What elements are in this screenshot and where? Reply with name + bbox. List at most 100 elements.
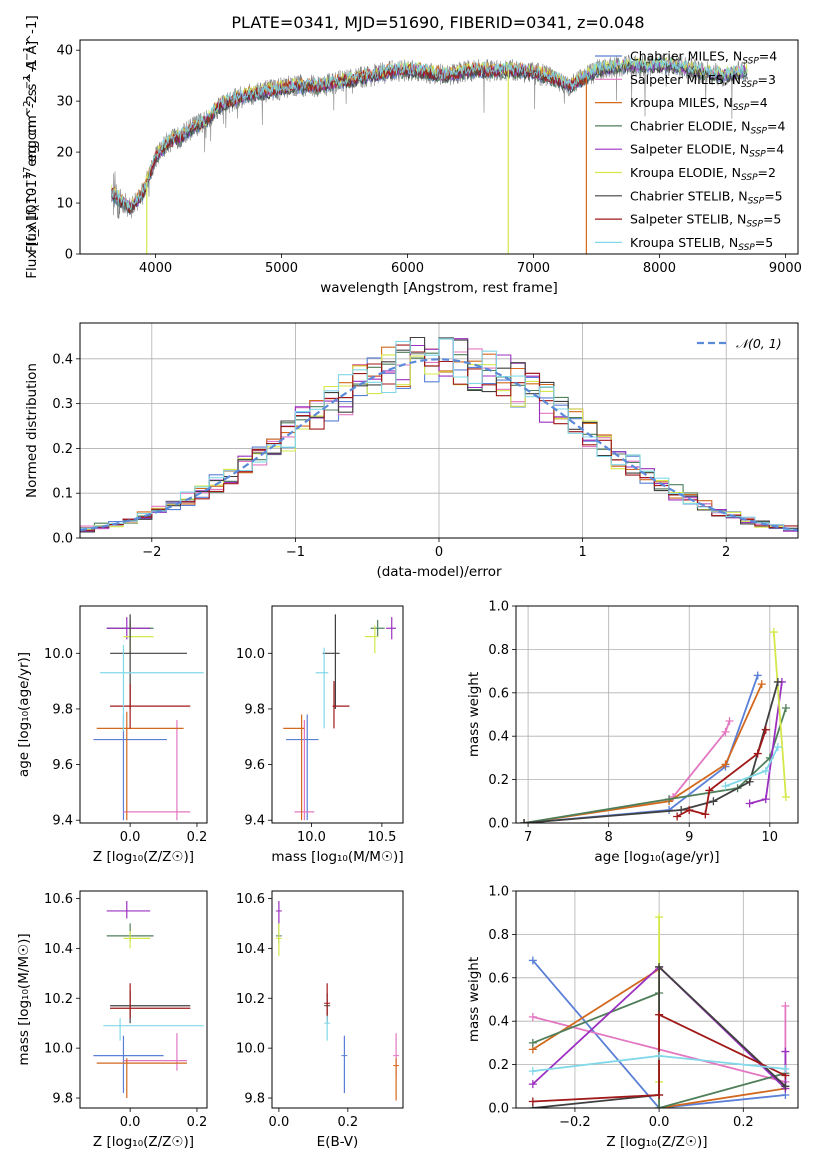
point-marker	[721, 727, 730, 736]
point-marker	[528, 1080, 537, 1089]
point-salpeter-stelib	[332, 681, 350, 729]
y-tick-label: 9.8	[244, 1092, 265, 1107]
x-tick-label: 0	[435, 545, 443, 560]
x-tick-label: 10.0	[297, 830, 326, 845]
y-tick-label: 0.3	[52, 397, 73, 412]
point-salpeter-stelib	[324, 983, 331, 1019]
errorbar-points	[275, 900, 400, 1101]
point-marker	[528, 1097, 537, 1106]
x-tick-label: 0.0	[649, 1115, 670, 1130]
y-tick-label: 10.6	[44, 892, 73, 907]
point-marker	[520, 819, 529, 823]
point-kroupa-miles	[96, 711, 184, 821]
point-marker	[773, 677, 782, 686]
spectrum-legend: Chabrier MILES, NSSP=4 Salpeter MILES, NS…	[595, 49, 785, 253]
x-axis-label: wavelength [Angstrom, rest frame]	[320, 280, 558, 296]
point-marker	[761, 795, 770, 804]
point-marker	[655, 1104, 664, 1108]
mass-weight-vs-metallicity-panel: −0.2 0.0 0.2 0.0 0.2 0.4 0.6 0.8 1.0 Z [log₁₀(Z/Z…	[466, 885, 799, 1150]
y-tick-label: 9.6	[244, 758, 265, 773]
y-axis-label: Normed distribution	[24, 363, 40, 498]
point-marker	[655, 962, 664, 971]
mass-vs-extinction-panel: 0.0 0.2 9.8 10.0 10.2 10.4 10.6 E(B-V)	[236, 890, 404, 1150]
y-axis-label: age [log₁₀(age/yr)]	[16, 652, 32, 777]
point-marker	[745, 777, 754, 786]
point-marker	[701, 810, 710, 819]
point-chabrier-stelib	[322, 614, 340, 709]
point-marker	[745, 799, 754, 808]
y-axis-label: mass weight	[466, 957, 482, 1042]
point-kroupa-miles	[283, 714, 305, 821]
point-marker	[757, 680, 766, 689]
point-marker	[773, 743, 782, 752]
point-marker	[781, 1064, 790, 1073]
point-marker	[655, 1090, 664, 1099]
point-marker	[673, 812, 682, 821]
point-marker	[721, 782, 730, 791]
point-salpeter-miles	[123, 720, 191, 821]
x-tick-label: 7	[524, 830, 532, 845]
y-tick-label: 9.6	[52, 758, 73, 773]
point-marker	[769, 628, 778, 637]
x-tick-label: 8	[605, 830, 613, 845]
legend-entry: Kroupa ELODIE, NSSP=2	[630, 165, 776, 183]
y-tick-label: 0.8	[488, 643, 509, 658]
x-axis-label: Z [log₁₀(Z/Z☉)]	[606, 1134, 707, 1150]
point-marker	[753, 749, 762, 758]
y-tick-label: 0.2	[488, 773, 509, 788]
x-tick-label: 9000	[769, 261, 802, 276]
y-tick-label: 10	[56, 197, 73, 212]
series-kroupa-stelib	[528, 1051, 790, 1076]
point-marker	[665, 795, 674, 804]
point-chabrier-elodie	[370, 619, 385, 637]
y-axis-label: mass [log₁₀(M/M☉)]	[16, 933, 32, 1065]
x-axis-label: Z [log₁₀(Z/Z☉)]	[93, 1134, 194, 1150]
y-tick-label: 30	[56, 95, 73, 110]
y-tick-label: 10.0	[44, 647, 73, 662]
point-marker	[528, 956, 537, 965]
weight-lines	[528, 913, 790, 1108]
spectrum-panel: 4000 5000 6000 7000 8000 9000 0 10 20 30 40 wavelen…	[22, 15, 802, 296]
legend-entry: Salpeter ELODIE, NSSP=4	[630, 142, 784, 160]
x-axis-label: mass [log₁₀(M/M☉)]	[271, 849, 403, 865]
y-axis-label: Flux [fλ10−17 erg cm−2 s−1 A−1]	[22, 41, 42, 253]
mass-vs-metallicity-panel: 0.0 0.2 9.8 10.0 10.2 10.4 10.6 Z [log₁₀(Z/Z☉)]…	[16, 890, 208, 1150]
y-tick-label: 0.0	[488, 1102, 509, 1117]
point-marker	[677, 805, 686, 814]
histogram-step-5	[80, 354, 798, 530]
y-tick-label: 9.4	[244, 814, 265, 829]
point-kroupa-miles	[96, 1058, 187, 1099]
legend-entry: Chabrier ELODIE, NSSP=4	[630, 118, 785, 136]
x-tick-label: 10.5	[367, 830, 396, 845]
point-kroupa-stelib	[324, 1015, 331, 1041]
x-tick-label: 10	[762, 830, 779, 845]
point-marker	[528, 1012, 537, 1021]
y-tick-label: 40	[56, 44, 73, 59]
x-tick-label: 9	[685, 830, 693, 845]
point-kroupa-elodie	[123, 930, 151, 949]
y-tick-label: 10.2	[236, 992, 265, 1007]
age-vs-mass-panel: 10.0 10.5 9.4 9.6 9.8 10.0 mass [log₁₀(M/M☉)]	[236, 605, 404, 865]
y-tick-label: 10.4	[44, 942, 73, 957]
point-marker	[725, 717, 734, 726]
point-salpeter-miles	[294, 720, 315, 821]
plot-frame	[271, 890, 404, 1109]
weight-lines	[520, 628, 790, 823]
x-tick-label: 0.2	[733, 1115, 754, 1130]
y-tick-label: 0.1	[52, 487, 73, 502]
legend-entry: 𝒩(0, 1)	[736, 336, 782, 351]
y-tick-label: 0	[65, 248, 73, 263]
point-chabrier-miles	[93, 1035, 164, 1094]
point-marker	[655, 1051, 664, 1060]
x-tick-label: 0.2	[187, 1115, 208, 1130]
y-tick-label: 10.6	[236, 892, 265, 907]
point-marker	[781, 1047, 790, 1056]
model-line-8	[111, 57, 748, 211]
point-marker	[709, 797, 718, 806]
figure-title: PLATE=0341, MJD=51690, FIBERID=0341, z=0…	[231, 13, 644, 32]
point-marker	[761, 725, 770, 734]
legend-entry: Kroupa MILES, NSSP=4	[630, 95, 768, 113]
x-tick-label: 1	[578, 545, 586, 560]
errorbar-points	[93, 900, 204, 1099]
x-tick-label: 0.0	[269, 1115, 290, 1130]
